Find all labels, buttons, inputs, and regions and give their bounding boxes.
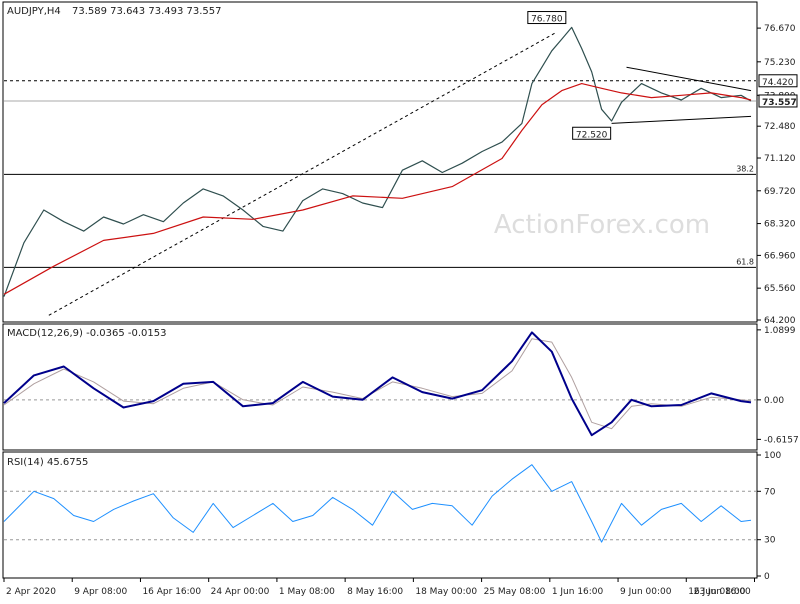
- price-axis-label: 68.320: [764, 220, 796, 230]
- x-axis-label: 24 Apr 00:00: [211, 587, 270, 597]
- price-axis-label: 72.480: [764, 122, 796, 132]
- x-axis-label: 1 Jun 16:00: [552, 587, 604, 597]
- rsi-label: RSI(14) 45.6755: [7, 457, 88, 468]
- price-annotation-label: 76.780: [531, 15, 563, 25]
- price-panel-frame: [2, 1, 758, 323]
- current-price-box: [758, 94, 798, 108]
- rsi-axis-label: 30: [764, 536, 776, 546]
- rsi-axis-label: 0: [764, 572, 770, 582]
- label-layer: 76.67075.23073.80072.48071.12069.72068.3…: [6, 11, 799, 597]
- resistance-label: 74.420: [762, 78, 794, 88]
- macd-axis-label: 1.0899: [764, 326, 796, 336]
- x-axis-label: 25 May 08:00: [484, 587, 546, 597]
- price-axis-label: 71.120: [764, 154, 796, 164]
- price-ohlc: 73.589 73.643 73.493 73.557: [72, 6, 222, 17]
- price-series: [3, 26, 752, 297]
- price-symbol: AUDJPY,H4: [7, 6, 61, 17]
- fib-label: 61.8: [736, 257, 754, 266]
- trend-line: [48, 31, 558, 316]
- price-axis-label: 65.560: [764, 284, 796, 294]
- triangle-upper-line: [626, 66, 752, 92]
- fib-label: 38.2: [736, 164, 754, 173]
- macd-panel-frame: [2, 323, 758, 451]
- moving-average: [3, 83, 752, 295]
- macd-axis-label: 0.00: [764, 396, 784, 406]
- x-axis-label: 8 May 16:00: [347, 587, 403, 597]
- x-axis-label: 9 Jun 00:00: [620, 587, 672, 597]
- price-axis-label: 76.670: [764, 24, 796, 34]
- watermark: ActionForex.com: [494, 210, 710, 240]
- macd-line: [3, 331, 752, 437]
- price-annotation-label: 72.520: [576, 130, 608, 140]
- x-axis-label: 1 May 08:00: [279, 587, 335, 597]
- triangle-lower-line: [611, 115, 752, 124]
- x-axis-label: 23 Jun 16:00: [694, 587, 751, 597]
- price-axis-label: 75.230: [764, 58, 796, 68]
- x-axis-label: 16 Jun 08:00: [688, 587, 745, 597]
- series-layer: [3, 26, 752, 543]
- current-price-label: 73.557: [762, 98, 797, 108]
- price-axis-label: 66.960: [764, 251, 796, 261]
- rsi-axis-label: 70: [764, 487, 776, 497]
- x-axis-label: 2 Apr 2020: [6, 587, 56, 597]
- rsi-line: [3, 464, 752, 543]
- price-annotation-box: [527, 11, 567, 25]
- resistance-box: [758, 74, 798, 88]
- x-axis-label: 16 Apr 16:00: [142, 587, 201, 597]
- price-annotation-box: [572, 126, 612, 140]
- x-axis-label: 18 May 00:00: [415, 587, 477, 597]
- rsi-panel-frame: [2, 451, 758, 579]
- x-axis-label: 9 Apr 08:00: [74, 587, 127, 597]
- rsi-axis-label: 100: [764, 451, 781, 461]
- macd-axis-label: -0.6157: [764, 435, 799, 445]
- price-axis-label: 69.720: [764, 187, 796, 197]
- macd-label: MACD(12,26,9) -0.0365 -0.0153: [7, 328, 167, 339]
- price-axis-label: 64.200: [764, 316, 796, 326]
